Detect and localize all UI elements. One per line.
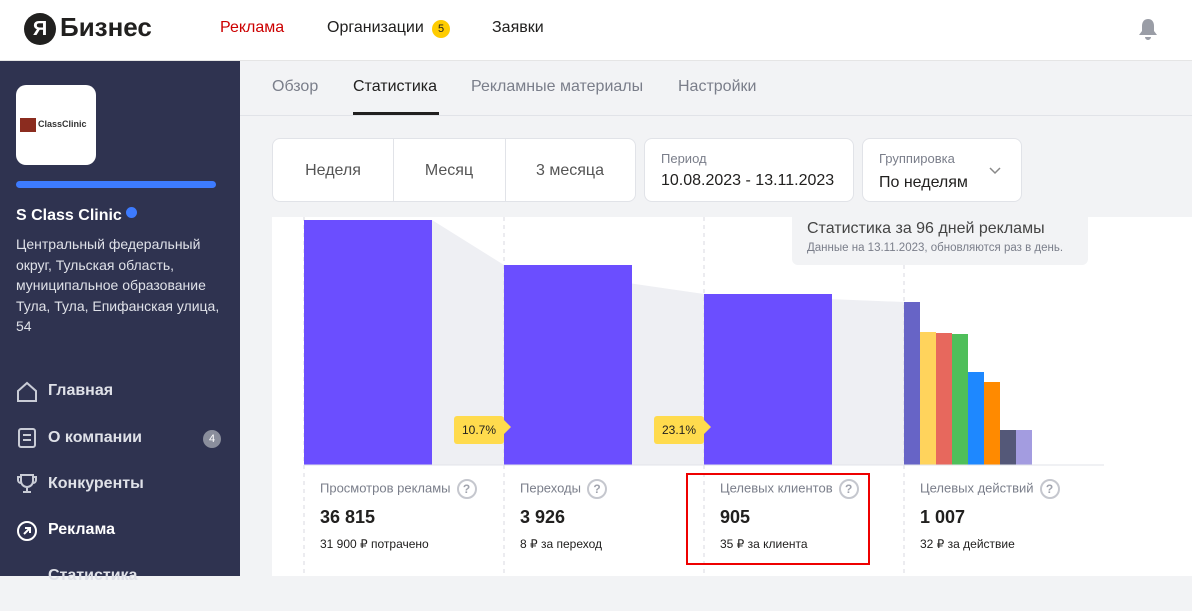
metric-value: 3 926 xyxy=(520,507,566,527)
period-picker[interactable]: Период 10.08.2023 - 13.11.2023 xyxy=(644,138,854,202)
tab[interactable]: Обзор xyxy=(272,78,319,95)
help-icon[interactable]: ? xyxy=(838,479,859,499)
metric: Просмотров рекламы? 36 815 31 900 ₽ потр… xyxy=(320,479,477,551)
metric-label-text: Целевых клиентов xyxy=(720,480,833,496)
tab-underline xyxy=(353,112,439,115)
nav-badge: 5 xyxy=(432,20,450,38)
period-button[interactable]: 3 месяца xyxy=(536,162,604,179)
metric-note: 31 900 ₽ потрачено xyxy=(320,537,429,551)
menu-item[interactable]: Конкуренты xyxy=(48,475,144,492)
period-button[interactable]: Неделя xyxy=(305,162,361,179)
metric-value: 36 815 xyxy=(320,507,376,527)
sidebar: ClassClinic S Class Clinic Центральный ф… xyxy=(0,61,240,584)
period-switch: Неделя Месяц 3 месяца xyxy=(272,138,636,202)
field-value: 10.08.2023 - 13.11.2023 xyxy=(661,172,835,189)
nav-item[interactable]: Организации xyxy=(327,19,424,36)
org-name: S Class Clinic xyxy=(16,207,138,225)
metric-label-text: Целевых действий xyxy=(920,480,1034,496)
logo-mark[interactable]: Я xyxy=(24,13,56,45)
bell-icon[interactable] xyxy=(1138,18,1158,40)
metric-label-text: Переходы xyxy=(520,480,581,496)
help-icon[interactable]: ? xyxy=(586,479,607,499)
field-label: Период xyxy=(661,151,707,166)
period-button[interactable]: Месяц xyxy=(424,162,474,179)
tab[interactable]: Рекламные материалы xyxy=(471,78,644,95)
conversion-badge: 10.7% xyxy=(454,416,504,444)
menu-item[interactable]: Главная xyxy=(48,382,114,399)
help-icon[interactable]: ? xyxy=(456,479,477,499)
menu-icons xyxy=(17,381,37,541)
metric-value: 1 007 xyxy=(920,507,966,527)
org-name-text: S Class Clinic xyxy=(16,207,122,224)
nav-item[interactable]: Реклама xyxy=(220,19,285,36)
page: Я Бизнес Реклама Организации 5 Заявки Cl… xyxy=(0,0,1192,584)
metric: Целевых действий? 1 007 32 ₽ за действие xyxy=(920,479,1060,551)
logo-text[interactable]: Бизнес xyxy=(60,12,152,42)
info-title: Статистика за 96 дней рекламы xyxy=(807,220,1045,237)
menu-item[interactable]: Реклама xyxy=(48,521,115,538)
conversion-badge: 23.1% xyxy=(654,416,704,444)
metric: Переходы? 3 926 8 ₽ за переход xyxy=(520,479,607,551)
org-logo: ClassClinic xyxy=(16,85,96,165)
nav-item[interactable]: Заявки xyxy=(492,19,544,36)
tabs xyxy=(240,61,1192,116)
tab[interactable]: Статистика xyxy=(353,78,438,95)
menu-item[interactable]: Статистика xyxy=(48,567,138,584)
tab[interactable]: Настройки xyxy=(678,78,757,95)
help-icon[interactable]: ? xyxy=(1039,479,1060,499)
field-label: Группировка xyxy=(879,151,955,166)
metric-label-text: Просмотров рекламы xyxy=(320,480,451,496)
metric-label: Целевых действий? xyxy=(920,479,1060,499)
progress-bar xyxy=(16,181,216,188)
metric-label: Просмотров рекламы? xyxy=(320,479,477,499)
menu-item[interactable]: О компании xyxy=(48,429,142,446)
highlight-box xyxy=(686,473,870,565)
metric-label: Целевых клиентов? xyxy=(720,479,859,499)
stats-card: Статистика за 96 дней рекламы Данные на … xyxy=(272,217,1192,576)
field-value: По неделям xyxy=(879,174,968,191)
org-logo-text: ClassClinic xyxy=(38,119,87,129)
metric-label: Переходы? xyxy=(520,479,607,499)
header: Я Бизнес Реклама Организации 5 Заявки xyxy=(0,0,1192,61)
menu-badge: 4 xyxy=(203,430,221,448)
metric-note: 8 ₽ за переход xyxy=(520,537,603,551)
metric: Целевых клиентов? 905 35 ₽ за клиента xyxy=(720,479,859,551)
grouping-select[interactable]: Группировка По неделям xyxy=(862,138,1022,202)
metric-note: 32 ₽ за действие xyxy=(920,537,1015,551)
metric-note: 35 ₽ за клиента xyxy=(720,537,808,551)
metric-value: 905 xyxy=(720,507,751,527)
info-subtitle: Данные на 13.11.2023, обновляются раз в … xyxy=(807,242,1064,254)
org-address: Центральный федеральный округ, Тульская … xyxy=(16,236,220,334)
funnel-graphic xyxy=(303,217,1104,576)
info-panel: Статистика за 96 дней рекламы Данные на … xyxy=(792,217,1088,265)
